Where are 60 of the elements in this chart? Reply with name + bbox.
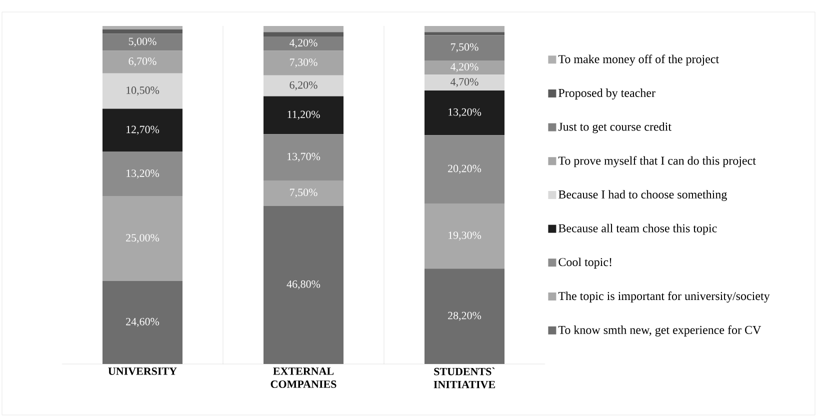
data-label: 46,80% <box>286 280 320 290</box>
bar <box>102 108 183 152</box>
data-label: 11,20% <box>288 110 320 120</box>
legend-label: To make money off of the project <box>558 54 720 66</box>
legend-label: Because I had to choose something <box>558 190 727 202</box>
bar <box>102 196 183 281</box>
data-label: 4,70% <box>450 78 478 88</box>
data-label: 7,50% <box>451 43 478 52</box>
bar <box>102 26 183 30</box>
legend-label: Proposed by teacher <box>558 88 656 100</box>
legend-label: Because all team chose this topic <box>558 224 717 235</box>
bar <box>264 96 344 134</box>
bar <box>264 50 344 76</box>
bar <box>102 50 183 74</box>
bar <box>424 268 505 364</box>
x-tick-label: STUDENTS` INITIATIVE <box>434 368 495 388</box>
data-label: 5,00% <box>128 38 156 47</box>
bar <box>424 90 505 136</box>
data-label: 12,70% <box>126 126 160 135</box>
bar <box>264 32 344 36</box>
data-label: 7,50% <box>290 188 318 198</box>
bar <box>424 26 505 32</box>
bar <box>102 29 183 34</box>
data-label: 4,20% <box>290 39 318 48</box>
data-label: 7,30% <box>290 58 318 68</box>
bar <box>424 32 505 36</box>
data-label: 4,20% <box>450 63 478 72</box>
bar <box>264 180 344 206</box>
data-label: 6,70% <box>128 57 156 66</box>
bar <box>264 26 344 32</box>
data-label: 13,20% <box>448 108 482 118</box>
legend-label: The topic is important for university/society <box>558 292 770 303</box>
data-label: 28,20% <box>448 312 482 321</box>
bar <box>424 135 505 204</box>
bar <box>264 134 344 180</box>
bar <box>424 35 505 60</box>
bar <box>102 34 183 51</box>
bar <box>264 36 344 51</box>
bar <box>424 203 505 269</box>
bar <box>424 60 505 75</box>
data-label: 19,30% <box>448 232 482 241</box>
data-label: 6,20% <box>290 81 318 90</box>
bar <box>102 73 183 109</box>
legend-label: To prove myself that I can do this project <box>558 156 756 168</box>
data-label: 24,60% <box>126 318 160 327</box>
bar <box>102 152 183 196</box>
legend-label: Cool topic! <box>558 258 612 269</box>
data-label: 13,20% <box>126 170 160 179</box>
x-tick-label: EXTERNAL COMPANIES <box>270 368 336 388</box>
data-label: 10,50% <box>126 86 160 96</box>
bar <box>264 75 344 96</box>
bar <box>424 74 505 91</box>
data-label: 20,20% <box>448 164 482 174</box>
legend-label: Just to get course credit <box>558 122 672 134</box>
data-label: 13,70% <box>288 152 320 162</box>
data-label: 25,00% <box>126 234 160 244</box>
bar <box>264 206 344 364</box>
x-tick-label: UNIVERSITY <box>108 368 177 375</box>
bar <box>102 280 183 364</box>
legend-label: To know smth new, get experience for CV <box>558 325 762 336</box>
